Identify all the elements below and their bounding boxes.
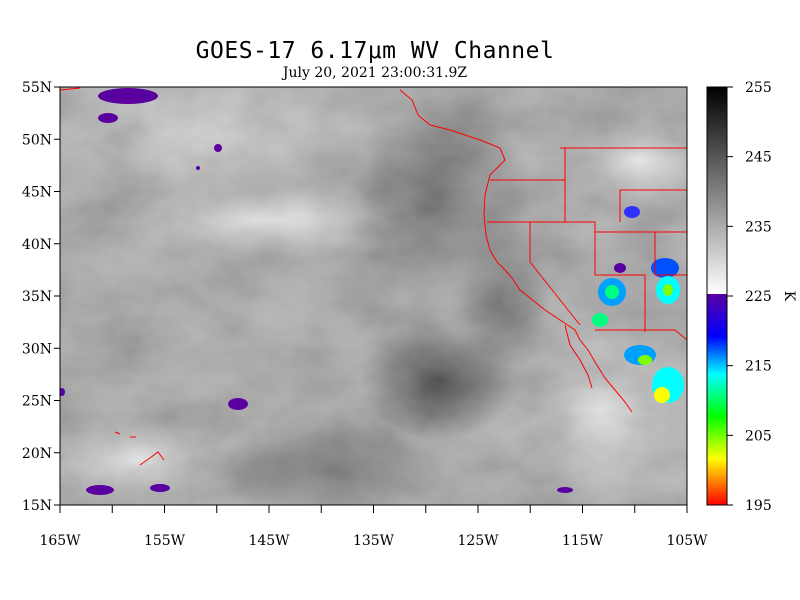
lon-tick-label: 165W [39,533,81,549]
colorbar-gray-section [707,87,727,294]
chart-title: GOES-17 6.17μm WV Channel [195,38,555,64]
lat-tick-label: 55N [22,80,52,96]
lat-tick-label: 35N [22,289,52,305]
wv-imagery [60,87,687,505]
colorbar-tick-label: 235 [745,219,772,235]
lat-tick-label: 30N [22,341,52,357]
latitude-axis: 55N 50N 45N 40N 35N 30N 25N 20N 15N [22,80,60,514]
colorbar-tick-label: 205 [745,428,772,444]
longitude-axis: 165W 155W 145W 135W 125W 115W 105W [39,505,708,549]
colorbar-tick-label: 215 [745,359,772,375]
colorbar-tick-label: 245 [745,150,772,166]
lat-tick-label: 25N [22,394,52,410]
colorbar: 255 245 235 225 215 205 195 K [706,80,797,514]
lat-tick-label: 45N [22,185,52,201]
lon-tick-label: 145W [248,533,290,549]
chart-subtitle: July 20, 2021 23:00:31.9Z [282,65,468,81]
convective-cells [60,88,684,495]
colorbar-color-section [707,294,727,505]
lat-tick-label: 15N [22,498,52,514]
lon-tick-label: 155W [144,533,186,549]
colorbar-tick-label: 225 [745,289,772,305]
lon-tick-label: 115W [562,533,604,549]
coastlines-borders [60,87,687,466]
colorbar-tick-label: 255 [745,80,772,96]
lon-tick-label: 105W [666,533,708,549]
colorbar-unit-label: K [781,291,797,302]
lon-tick-label: 135W [353,533,395,549]
lat-tick-label: 40N [22,237,52,253]
lat-tick-label: 20N [22,446,52,462]
lat-tick-label: 50N [22,132,52,148]
lon-tick-label: 125W [457,533,499,549]
colorbar-tick-label: 195 [745,498,772,514]
